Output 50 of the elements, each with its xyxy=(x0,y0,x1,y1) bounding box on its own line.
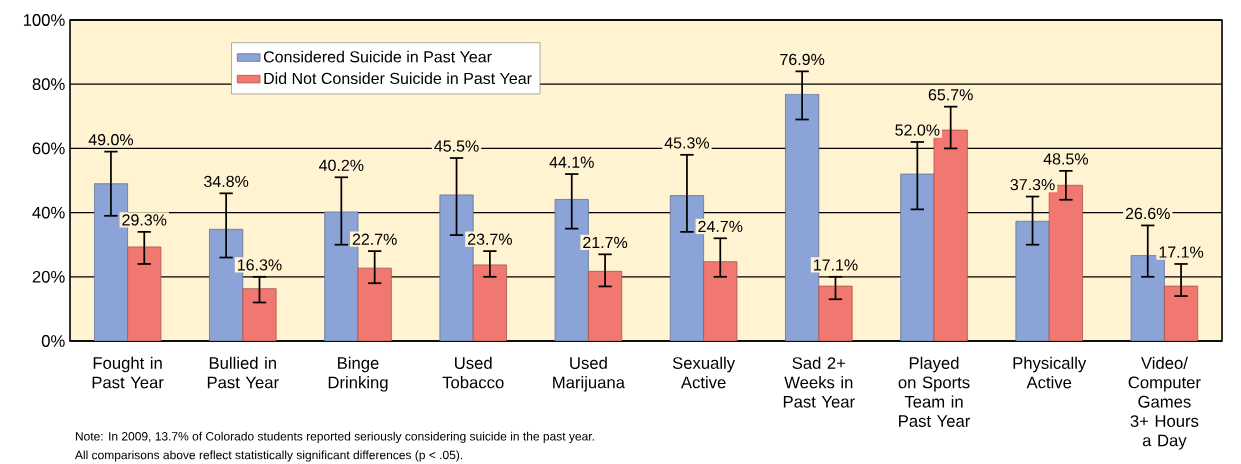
data-label: 34.8% xyxy=(204,175,249,188)
legend-label: Did Not Consider Suicide in Past Year xyxy=(264,72,532,85)
x-tick-label: Bullied in Past Year xyxy=(207,356,279,389)
y-tick-label: 0% xyxy=(41,335,65,347)
data-label: 29.3% xyxy=(122,214,167,226)
bar xyxy=(818,285,853,341)
bar xyxy=(1164,285,1199,341)
data-label: 40.2% xyxy=(319,159,364,172)
data-label: 45.3% xyxy=(664,137,710,149)
data-label: 52.0% xyxy=(895,124,940,136)
x-tick-label: Played on Sports Team in Past Year xyxy=(898,356,971,427)
bar xyxy=(900,173,935,341)
x-tick-label: Used Tobacco xyxy=(442,356,504,389)
data-label: 17.1% xyxy=(814,259,858,271)
data-label: 65.7% xyxy=(928,89,973,101)
x-tick-label: Used Marijuana xyxy=(553,356,625,392)
y-tick-label: 80% xyxy=(32,78,65,91)
data-label: 23.7% xyxy=(467,233,512,245)
x-tick-label: Video/ Computer Games 3+ Hours a Day xyxy=(1128,356,1201,450)
bar xyxy=(1015,220,1050,341)
y-tick-label: 100% xyxy=(23,14,65,26)
x-tick-label: Fought in Past Year xyxy=(92,356,164,389)
y-tick-label: 20% xyxy=(32,270,65,283)
data-label: 45.5% xyxy=(434,140,479,152)
data-label: 21.7% xyxy=(583,236,628,249)
data-label: 16.3% xyxy=(238,259,282,271)
text: All comparisons above reflect statistically significant differences (p < .05). xyxy=(74,450,463,462)
data-label: 17.1% xyxy=(1159,246,1204,258)
legend-label: Considered Suicide in Past Year xyxy=(263,50,492,63)
bar xyxy=(472,264,507,341)
x-tick-label: Sad 2+ Weeks in Past Year xyxy=(783,356,855,408)
data-label: 44.1% xyxy=(549,156,594,168)
bar xyxy=(127,246,162,341)
data-label: 24.7% xyxy=(698,220,743,232)
y-tick-label: 60% xyxy=(32,142,65,155)
data-label: 49.0% xyxy=(88,134,134,146)
bar xyxy=(588,270,623,341)
data-label: 48.5% xyxy=(1043,153,1088,165)
bar xyxy=(242,288,277,341)
x-tick-label: Physically Active xyxy=(1013,356,1087,389)
text: Note: In 2009, 13.7% of Colorado students reported seriously considering suicide in the past year. xyxy=(75,431,594,443)
data-label: 37.3% xyxy=(1010,178,1055,191)
data-label: 26.6% xyxy=(1125,207,1170,220)
data-label: 76.9% xyxy=(780,53,825,66)
x-tick-label: Sexually Active xyxy=(672,356,736,389)
y-tick-label: 40% xyxy=(32,206,65,219)
bar xyxy=(357,267,392,341)
x-tick-label: Binge Drinking xyxy=(328,356,388,392)
bar xyxy=(703,261,738,341)
data-label: 22.7% xyxy=(352,233,397,245)
